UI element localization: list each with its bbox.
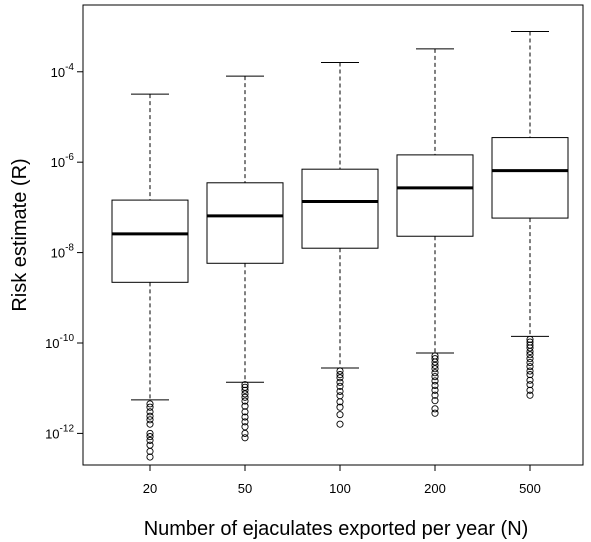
outlier-point <box>526 355 534 363</box>
outlier-point <box>146 441 154 449</box>
outlier-point <box>241 393 249 401</box>
boxes-layer <box>111 30 569 461</box>
outlier-point <box>336 367 344 375</box>
outlier-point <box>146 400 154 408</box>
outlier-point <box>336 387 344 395</box>
x-axis: 20 50 100 200 500 <box>143 465 541 496</box>
outlier-point <box>146 412 154 420</box>
outlier-point <box>526 367 534 375</box>
outlier-point <box>526 351 534 359</box>
outlier-point <box>526 363 534 371</box>
y-tick-base: 10 <box>51 246 65 261</box>
iqr-box <box>491 137 569 219</box>
outlier-point <box>241 429 249 437</box>
outlier-point <box>431 358 439 366</box>
outlier-point <box>336 403 344 411</box>
outlier-point <box>336 398 344 406</box>
y-tick-label: 10-10 <box>45 333 74 351</box>
outlier-point <box>431 377 439 385</box>
x-axis-title: Number of ejaculates exported per year (… <box>144 518 529 540</box>
outlier-point <box>146 416 154 424</box>
iqr-box <box>111 199 189 283</box>
y-tick-label: 10-6 <box>51 152 75 170</box>
box-group-500 <box>491 30 569 399</box>
outlier-point <box>526 381 534 389</box>
box-group-100 <box>301 62 379 428</box>
outlier-point <box>336 382 344 390</box>
y-tick-exponent: -6 <box>65 152 74 163</box>
iqr-box <box>206 182 284 264</box>
outlier-point <box>526 347 534 356</box>
outlier-point <box>431 355 439 363</box>
outlier-point <box>146 429 154 437</box>
y-tick-exponent: -4 <box>65 62 74 73</box>
outlier-point <box>146 436 154 444</box>
y-tick-exponent: -12 <box>60 423 75 434</box>
outlier-point <box>241 434 249 442</box>
y-tick-label: 10-8 <box>51 243 75 261</box>
y-tick-base: 10 <box>45 336 59 351</box>
outlier-point <box>241 390 249 398</box>
plot-frame <box>82 4 584 466</box>
outlier-point <box>336 392 344 400</box>
outlier-point <box>431 386 439 394</box>
outlier-point <box>146 403 154 411</box>
outlier-point <box>431 409 439 417</box>
outlier-point <box>336 371 344 379</box>
outlier-point <box>431 397 439 405</box>
x-tick-label: 200 <box>424 481 446 496</box>
outlier-point <box>336 374 344 382</box>
outlier-point <box>526 335 534 343</box>
y-tick-base: 10 <box>51 65 65 80</box>
outlier-point <box>431 361 439 369</box>
outlier-point <box>431 373 439 381</box>
iqr-box <box>396 154 474 237</box>
y-tick-base: 10 <box>51 155 65 170</box>
outlier-point <box>241 402 249 410</box>
outlier-point <box>526 376 534 384</box>
outlier-point <box>526 344 534 352</box>
outlier-point <box>526 386 534 394</box>
y-tick-exponent: -8 <box>65 243 74 254</box>
box-group-20 <box>111 93 189 461</box>
outlier-point <box>431 369 439 377</box>
iqr-box <box>301 168 379 249</box>
x-tick-label: 50 <box>238 481 252 496</box>
x-tick-label: 500 <box>519 481 541 496</box>
outlier-point <box>431 365 439 373</box>
y-tick-base: 10 <box>45 426 59 441</box>
outlier-point <box>241 386 249 394</box>
outlier-point <box>241 381 249 389</box>
outlier-point <box>526 358 534 367</box>
outlier-point <box>241 418 249 426</box>
outlier-point <box>241 413 249 421</box>
outlier-point <box>241 408 249 416</box>
y-axis-title: Risk estimate (R) <box>9 158 31 311</box>
outlier-point <box>146 433 154 441</box>
outlier-point <box>431 391 439 399</box>
outlier-point <box>526 371 534 379</box>
outlier-point <box>431 405 439 413</box>
outlier-point <box>336 420 344 428</box>
y-tick-exponent: -10 <box>60 333 75 344</box>
outlier-point <box>526 391 534 399</box>
y-tick-label: 10-12 <box>45 423 74 441</box>
outlier-point <box>146 447 154 455</box>
outlier-point <box>431 381 439 390</box>
x-tick-label: 20 <box>143 481 157 496</box>
outlier-point <box>241 397 249 405</box>
box-group-50 <box>206 75 284 442</box>
y-tick-label: 10-4 <box>51 62 75 80</box>
outlier-point <box>146 453 154 461</box>
outlier-point <box>336 411 344 419</box>
box-group-200 <box>396 48 474 417</box>
outlier-point <box>146 408 154 416</box>
x-tick-label: 100 <box>329 481 351 496</box>
outlier-point <box>336 378 344 386</box>
outlier-point <box>146 420 154 428</box>
